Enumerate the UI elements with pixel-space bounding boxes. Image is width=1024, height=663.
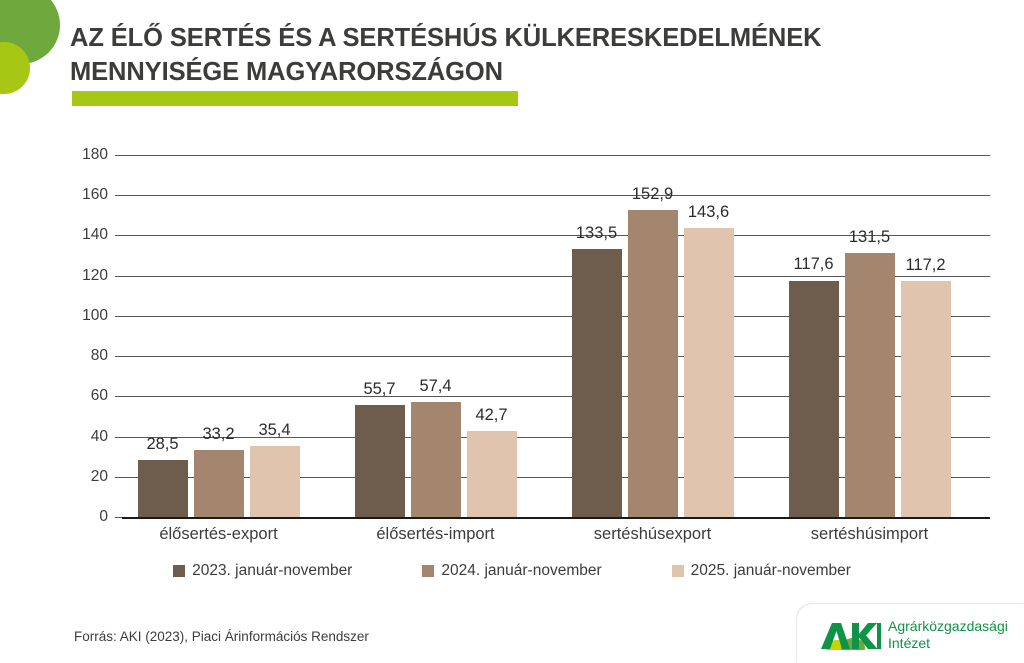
gridline [122,155,990,156]
legend-label: 2025. január-november [690,562,851,579]
y-axis-tick-mark [115,315,122,317]
y-axis-tick-label: 180 [82,146,108,163]
aki-logo-text-line2: Intézet [888,634,931,651]
y-axis-ticks: 0 20 40 60 80 100 120 140 160 180 [46,146,914,525]
gridline [122,396,990,398]
x-axis-category-label: sertéshúsimport [810,525,929,543]
bar [844,252,895,517]
legend-item[interactable]: 2023. január-november [173,562,352,580]
gridline [122,235,990,237]
bar-value-label: 117,2 [905,256,946,275]
bar-value-label: 131,5 [848,227,891,246]
page-title: AZ ÉLŐ SERTÉS ÉS A SERTÉSHÚS KÜLKERESKED… [70,24,822,86]
y-axis-title: ezer tonna [0,249,2,318]
aki-logo-mark [819,620,881,658]
bar-value-label: 42,7 [475,406,508,425]
title-underline-rule [72,91,518,106]
bar-value-label: 28,5 [146,434,179,453]
legend-swatch [422,565,435,577]
plot-area: 28,5 33,2 35,4 55,7 57,4 42,7 133,5 152,9 143,6 1… [122,155,990,519]
aki-logo-text-line1: Agrárközgazdasági [888,618,1008,634]
x-axis-category-label: élősertés-export [159,525,278,543]
y-axis-tick-label: 20 [90,467,108,485]
aki-logo: Agrárközgazdasági Intézet [797,604,1024,663]
bar-value-label: 35,4 [258,420,291,439]
gridline [122,517,990,519]
x-axis-category-label: élősertés-import [376,525,495,543]
bar [137,459,188,517]
y-axis-tick-mark [115,476,122,478]
x-axis-category-label: sertéshúsexport [593,525,712,543]
bar [627,209,678,517]
y-axis-tick-label: 100 [82,306,108,324]
legend-swatch [173,565,186,577]
bar [683,228,734,517]
legend-label: 2024. január-november [441,562,602,579]
legend-label: 2023. január-november [192,562,353,579]
bar [193,450,244,517]
bar [410,401,461,517]
y-axis-tick-label: 80 [90,347,108,365]
bar [571,248,622,517]
gridline [122,436,990,438]
bar-value-label: 143,6 [687,203,730,222]
gridline [122,356,990,358]
bar [354,404,405,517]
y-axis-tick-mark [115,275,122,277]
legend-swatch [671,565,684,577]
gridline [122,315,990,317]
gridline [122,476,990,478]
bar [249,445,300,517]
bar [788,280,839,517]
bar [466,431,517,517]
bar-value-label: 133,5 [575,223,618,242]
bar-value-label: 33,2 [202,425,235,444]
y-axis-tick-mark [115,235,122,237]
bar-value-label: 152,9 [631,184,674,203]
y-axis-tick-mark [115,436,122,438]
source-note: Forrás: AKI (2023), Piaci Árinformációs … [74,629,369,644]
aki-logo-text: Agrárközgazdasági Intézet [888,618,1008,651]
y-axis-tick-mark [115,396,122,398]
chart-legend: 2023. január-november 2024. január-novemb… [0,562,1024,580]
bar-value-label: 117,6 [793,255,834,274]
y-axis-tick-label: 140 [82,226,108,244]
bar-value-label: 57,4 [419,376,452,395]
y-axis-tick-label: 120 [82,266,108,284]
y-axis-tick-label: 40 [90,427,108,445]
y-axis-tick-label: 160 [82,186,108,204]
gridline [122,275,990,277]
gridline [122,195,990,197]
y-axis-tick-mark [115,155,122,156]
y-axis-tick-mark [115,195,122,197]
bar-value-label: 55,7 [363,379,396,398]
y-axis-tick-mark [115,356,122,358]
legend-item[interactable]: 2025. január-november [671,562,851,580]
y-axis-tick-label: 60 [90,387,108,405]
legend-item[interactable]: 2024. január-november [422,562,602,580]
y-axis-tick-label: 0 [99,508,108,525]
bar [900,281,951,517]
y-axis-tick-mark [115,517,122,518]
